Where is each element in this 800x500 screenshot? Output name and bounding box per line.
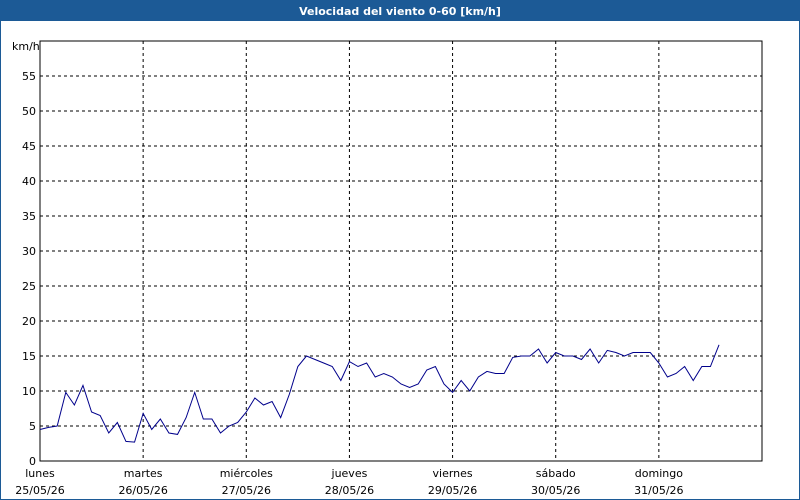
y-tick-label: 50 (22, 105, 36, 118)
y-tick-label: 55 (22, 70, 36, 83)
wind-speed-line (39, 344, 720, 443)
x-tick-date: 29/05/26 (428, 484, 477, 497)
x-tick-label: sábado (536, 467, 576, 480)
x-tick-label: viernes (433, 467, 473, 480)
y-tick-label: 30 (22, 245, 36, 258)
y-tick-label: 35 (22, 210, 36, 223)
y-axis-label: km/h (12, 40, 40, 53)
chart-title: Velocidad del viento 0-60 [km/h] (299, 5, 501, 18)
y-tick-label: 45 (22, 140, 36, 153)
x-tick-date: 27/05/26 (222, 484, 271, 497)
x-tick-date: 25/05/26 (15, 484, 64, 497)
x-tick-date: 31/05/26 (634, 484, 683, 497)
x-tick-date: 30/05/26 (531, 484, 580, 497)
y-tick-label: 25 (22, 280, 36, 293)
y-tick-label: 15 (22, 350, 36, 363)
x-tick-label: jueves (331, 467, 368, 480)
x-tick-label: martes (124, 467, 163, 480)
y-tick-label: 20 (22, 315, 36, 328)
y-tick-label: 40 (22, 175, 36, 188)
x-tick-label: miércoles (220, 467, 273, 480)
x-tick-label: lunes (25, 467, 55, 480)
x-tick-date: 28/05/26 (325, 484, 374, 497)
x-tick-label: domingo (635, 467, 683, 480)
plot-border (39, 40, 763, 462)
y-tick-label: 10 (22, 385, 36, 398)
y-tick-label: 0 (29, 455, 36, 468)
x-tick-date: 26/05/26 (118, 484, 167, 497)
y-tick-label: 5 (29, 420, 36, 433)
title-bar (0, 0, 800, 21)
